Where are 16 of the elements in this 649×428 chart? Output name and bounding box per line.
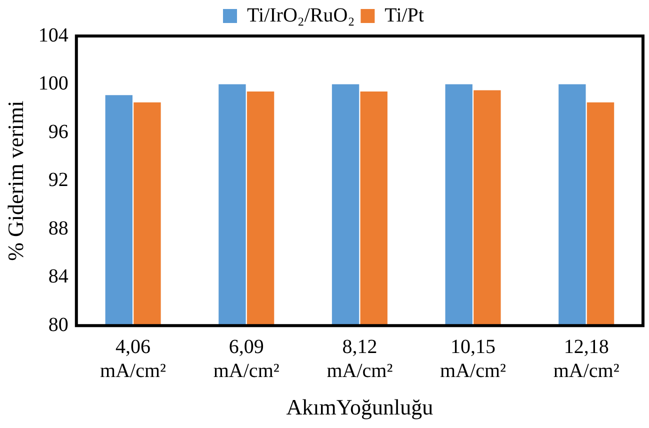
y-tick-label: 100 <box>38 72 68 95</box>
x-tick-label: 10,15 mA/cm² <box>440 336 506 382</box>
y-tick-label: 92 <box>48 169 68 192</box>
y-axis-title: % Giderim verimi <box>2 100 28 261</box>
x-axis-title: AkımYoğunluğu <box>286 394 434 420</box>
x-tick-label: 6,09 mA/cm² <box>213 336 280 382</box>
legend-label: Ti/IrO₂/RuO₂ <box>247 4 355 26</box>
legend-label: Ti/Pt <box>384 4 424 26</box>
x-tick-label: 12,18 mA/cm² <box>553 336 620 382</box>
y-tick-label: 96 <box>48 120 68 143</box>
y-tick-label: 84 <box>48 266 68 288</box>
y-tick-label: 104 <box>38 24 68 46</box>
x-tick-label: 8,12 mA/cm² <box>326 336 393 382</box>
x-tick-label: 4,06 mA/cm² <box>100 336 166 382</box>
y-tick-label: 88 <box>48 217 68 240</box>
y-tick-label: 80 <box>48 314 68 336</box>
